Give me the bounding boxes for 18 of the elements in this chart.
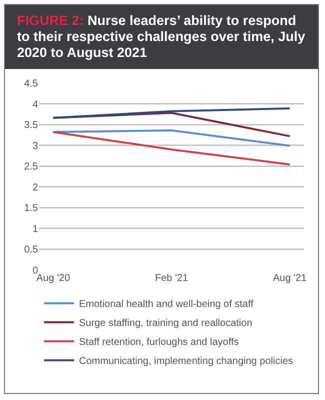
legend-label: Emotional health and well-being of staff: [79, 299, 254, 310]
y-tick-label: 4: [32, 99, 38, 110]
legend-label: Communicating, implementing changing policies: [79, 356, 293, 368]
y-tick-label: 0: [32, 266, 38, 276]
chart-title: FIGURE 2: Nurse leaders’ ability to respond to their respective challenges over time, July 2020 to August 2021: [17, 13, 306, 60]
y-tick-label: 3.5: [24, 120, 38, 132]
x-tick-label: Aug '21: [272, 273, 308, 284]
y-tick-label: 1: [32, 224, 38, 235]
y-tick-label: 2.5: [24, 162, 38, 173]
y-tick-label: 3: [32, 140, 38, 152]
legend-label: Surge staffing, training and reallocation: [79, 318, 252, 330]
y-tick-label: 1.5: [24, 203, 38, 214]
y-tick-label: 0.5: [24, 244, 38, 256]
x-tick-label: Feb '21: [154, 273, 188, 284]
legend-label: Staff retention, furloughs and layoffs: [79, 337, 239, 348]
y-tick-label: 2: [32, 182, 38, 194]
x-tick-label: Aug '20: [36, 273, 70, 284]
y-tick-label: 4.5: [24, 78, 38, 90]
